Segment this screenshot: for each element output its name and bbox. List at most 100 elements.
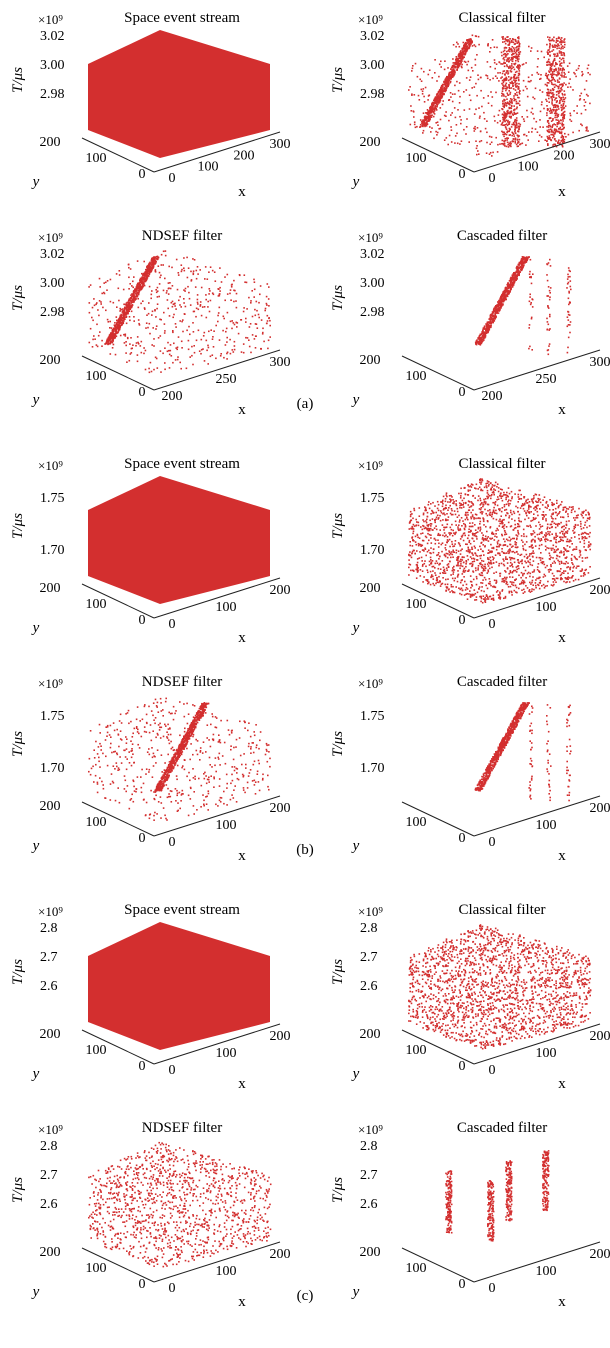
event-point bbox=[507, 285, 509, 288]
event-point bbox=[466, 63, 468, 66]
event-point bbox=[249, 323, 252, 325]
event-point bbox=[419, 126, 421, 128]
event-point bbox=[506, 291, 509, 293]
event-point bbox=[163, 323, 166, 325]
event-point bbox=[416, 521, 418, 523]
event-point bbox=[193, 351, 196, 354]
event-point bbox=[129, 343, 131, 345]
event-point bbox=[420, 556, 423, 559]
event-point bbox=[428, 507, 431, 510]
event-point bbox=[187, 285, 189, 288]
event-point bbox=[522, 266, 524, 269]
event-point bbox=[154, 257, 157, 259]
event-point bbox=[150, 266, 153, 269]
event-point bbox=[432, 115, 435, 118]
event-point bbox=[589, 73, 591, 76]
event-point bbox=[493, 492, 495, 494]
event-point bbox=[470, 66, 473, 69]
event-point bbox=[493, 308, 495, 310]
event-point bbox=[470, 38, 472, 40]
event-point bbox=[557, 71, 560, 73]
event-point bbox=[574, 73, 576, 75]
event-point bbox=[495, 305, 497, 307]
event-point bbox=[128, 288, 130, 290]
event-point bbox=[579, 98, 582, 100]
event-point bbox=[486, 77, 489, 80]
event-point bbox=[434, 567, 436, 569]
event-point bbox=[439, 555, 441, 558]
event-point bbox=[156, 286, 159, 289]
event-point bbox=[130, 347, 133, 350]
event-point bbox=[501, 108, 503, 110]
event-point bbox=[144, 349, 147, 352]
event-point bbox=[584, 109, 587, 111]
event-point bbox=[457, 89, 460, 92]
event-point bbox=[111, 340, 113, 343]
event-point bbox=[488, 483, 490, 486]
event-point bbox=[168, 349, 170, 352]
event-point bbox=[497, 301, 499, 303]
event-point bbox=[154, 262, 157, 264]
event-point bbox=[563, 54, 565, 56]
event-point bbox=[518, 498, 520, 500]
event-point bbox=[540, 552, 542, 554]
event-point bbox=[428, 549, 430, 552]
event-point bbox=[585, 514, 587, 516]
event-point bbox=[560, 551, 563, 554]
event-point bbox=[459, 519, 461, 521]
event-point bbox=[509, 141, 512, 143]
event-point bbox=[495, 581, 498, 583]
event-point bbox=[562, 137, 564, 139]
event-point bbox=[105, 309, 107, 312]
event-point bbox=[226, 311, 229, 314]
event-point bbox=[152, 263, 155, 265]
event-point bbox=[115, 326, 118, 329]
event-point bbox=[471, 561, 474, 563]
event-point bbox=[437, 124, 439, 126]
event-point bbox=[167, 282, 170, 284]
event-point bbox=[479, 574, 482, 576]
event-point bbox=[556, 85, 559, 88]
event-point bbox=[262, 331, 264, 334]
event-point bbox=[452, 62, 455, 64]
event-point bbox=[547, 60, 549, 63]
event-point bbox=[560, 52, 562, 54]
event-point bbox=[137, 306, 140, 309]
event-point bbox=[468, 108, 471, 110]
event-point bbox=[154, 269, 157, 271]
event-point bbox=[546, 135, 549, 138]
event-point bbox=[563, 110, 566, 113]
event-point bbox=[92, 338, 94, 341]
event-point bbox=[205, 316, 208, 319]
event-point bbox=[569, 285, 572, 288]
event-point bbox=[179, 361, 181, 364]
event-point bbox=[530, 583, 532, 585]
event-point bbox=[503, 111, 505, 113]
event-point bbox=[495, 529, 497, 532]
event-point bbox=[557, 104, 559, 107]
event-point bbox=[567, 562, 569, 564]
event-point bbox=[547, 262, 550, 264]
event-point bbox=[133, 299, 135, 302]
event-point bbox=[518, 520, 521, 523]
event-point bbox=[410, 105, 412, 107]
event-point bbox=[559, 126, 562, 129]
event-point bbox=[492, 320, 495, 322]
event-point bbox=[132, 280, 134, 283]
event-point bbox=[91, 346, 94, 348]
event-point bbox=[136, 260, 139, 262]
event-point bbox=[510, 281, 513, 283]
event-point bbox=[486, 587, 489, 590]
event-point bbox=[504, 62, 506, 64]
event-point bbox=[525, 585, 527, 587]
event-point bbox=[480, 342, 483, 344]
event-point bbox=[437, 581, 440, 584]
event-point bbox=[135, 288, 138, 290]
event-point bbox=[457, 526, 459, 528]
event-point bbox=[169, 344, 172, 346]
event-point bbox=[516, 119, 518, 122]
event-point bbox=[555, 39, 558, 42]
event-point bbox=[562, 98, 565, 101]
event-point bbox=[427, 532, 429, 535]
event-point bbox=[460, 119, 462, 121]
